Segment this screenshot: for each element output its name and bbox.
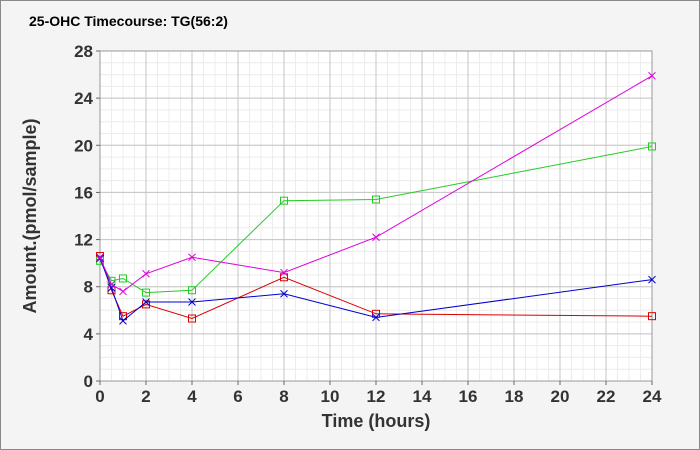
x-axis: 0 2 4 6 8 10 12 14 16 18 20 22 24 xyxy=(95,381,662,406)
series-line xyxy=(99,146,653,294)
data-point xyxy=(119,287,127,296)
data-point-stroke xyxy=(648,275,656,284)
data-point xyxy=(648,312,656,321)
data-point-stroke xyxy=(119,317,127,325)
data-point xyxy=(280,273,288,282)
data-point xyxy=(188,298,196,306)
series-4 xyxy=(96,71,656,296)
data-point xyxy=(96,253,104,262)
y-axis: 0 4 8 12 16 20 24 28 xyxy=(74,42,100,391)
data-point-stroke xyxy=(648,71,656,80)
data-point xyxy=(280,196,288,205)
y-tick-label: 20 xyxy=(74,136,93,155)
data-point xyxy=(142,288,150,297)
x-tick-label: 18 xyxy=(505,387,524,406)
data-point-stroke xyxy=(107,280,116,289)
y-tick-label: 28 xyxy=(74,42,93,61)
x-tick-label: 8 xyxy=(279,387,288,406)
x-tick-label: 14 xyxy=(413,387,432,406)
data-point-stroke xyxy=(280,289,288,298)
data-point xyxy=(648,142,656,151)
data-point-stroke xyxy=(142,298,150,306)
series-line xyxy=(99,75,653,293)
data-point xyxy=(280,268,288,277)
x-axis-title: Time (hours) xyxy=(322,411,431,431)
data-point-stroke xyxy=(188,253,196,262)
x-tick-label: 2 xyxy=(141,387,150,406)
y-tick-label: 4 xyxy=(84,325,94,344)
data-point-stroke xyxy=(96,253,104,262)
series-line xyxy=(99,258,653,322)
data-point xyxy=(372,233,380,242)
data-point xyxy=(280,289,288,298)
data-point xyxy=(119,317,127,325)
data-point-stroke xyxy=(119,287,127,296)
data-point-stroke xyxy=(372,313,380,322)
y-tick-label: 8 xyxy=(84,278,93,297)
data-point xyxy=(107,280,116,289)
x-tick-label: 20 xyxy=(551,387,570,406)
data-point-stroke xyxy=(280,268,288,277)
x-tick-label: 24 xyxy=(643,387,662,406)
y-axis-title: Amount.(pmol/sample) xyxy=(20,118,40,313)
y-tick-label: 24 xyxy=(74,89,93,108)
data-point xyxy=(188,286,196,295)
data-point xyxy=(648,275,656,284)
x-tick-label: 12 xyxy=(367,387,386,406)
x-tick-label: 0 xyxy=(95,387,104,406)
data-point xyxy=(648,71,656,80)
data-point-stroke xyxy=(372,233,380,242)
series-layer xyxy=(96,71,656,325)
data-point xyxy=(119,274,127,283)
data-point xyxy=(372,195,380,204)
x-tick-label: 6 xyxy=(233,387,242,406)
y-tick-label: 16 xyxy=(74,183,93,202)
x-tick-label: 22 xyxy=(597,387,616,406)
data-point xyxy=(188,314,196,323)
data-point xyxy=(188,253,196,262)
data-point xyxy=(142,298,150,306)
x-tick-label: 4 xyxy=(187,387,197,406)
data-point-stroke xyxy=(142,269,150,278)
chart-title: 25-OHC Timecourse: TG(56:2) xyxy=(29,13,228,29)
x-tick-label: 10 xyxy=(321,387,340,406)
data-point-stroke xyxy=(188,298,196,306)
x-tick-label: 16 xyxy=(459,387,478,406)
y-tick-label: 12 xyxy=(74,231,93,250)
data-point xyxy=(142,269,150,278)
y-tick-label: 0 xyxy=(84,372,93,391)
data-point xyxy=(372,313,380,322)
